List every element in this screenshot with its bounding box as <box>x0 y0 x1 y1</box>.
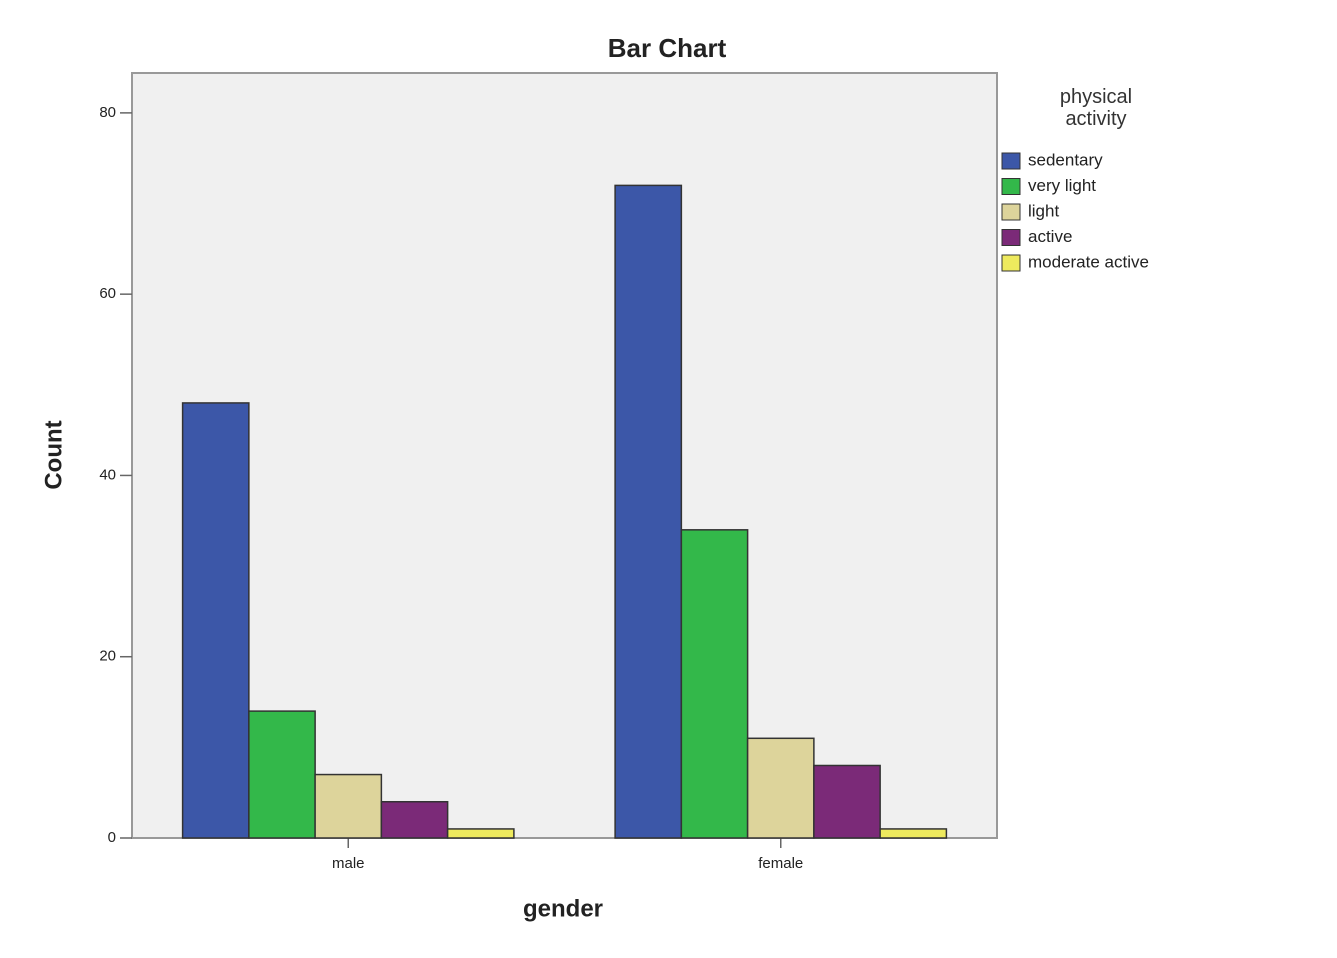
legend-label: sedentary <box>1028 150 1103 169</box>
bar <box>380 800 449 839</box>
legend-swatch <box>1001 152 1021 170</box>
legend-label: very light <box>1028 176 1096 195</box>
bar <box>614 184 683 839</box>
legend-label: light <box>1028 201 1059 220</box>
y-tick-label: 20 <box>99 648 116 665</box>
legend-swatch <box>1001 229 1021 246</box>
y-tick-label: 40 <box>99 466 116 483</box>
bar <box>248 710 316 839</box>
y-tick-label: 60 <box>99 285 116 302</box>
chart-title: Bar Chart <box>608 33 727 63</box>
legend-swatch <box>1001 254 1021 272</box>
legend-swatch <box>1001 203 1021 221</box>
y-axis-label: Count <box>40 420 67 489</box>
bar <box>879 828 948 839</box>
bar <box>813 764 881 839</box>
x-tick-label: female <box>758 855 803 872</box>
legend-label: moderate active <box>1028 252 1149 271</box>
legend-swatch <box>1001 178 1021 195</box>
bar <box>181 402 250 839</box>
y-tick-label: 0 <box>108 829 116 846</box>
bar <box>746 737 815 839</box>
legend-title: physical activity <box>1059 86 1133 130</box>
bar <box>680 529 749 839</box>
bar <box>314 773 383 839</box>
y-tick-label: 80 <box>99 104 116 121</box>
x-tick-label: male <box>332 855 365 872</box>
x-axis-label: gender <box>523 895 603 922</box>
legend-label: active <box>1028 227 1072 246</box>
bar <box>446 828 515 839</box>
